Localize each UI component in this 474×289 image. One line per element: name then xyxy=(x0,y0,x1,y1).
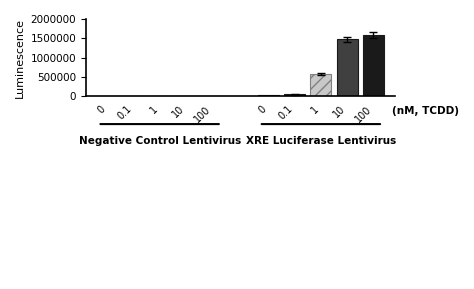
Bar xyxy=(337,40,358,96)
Bar xyxy=(310,74,331,96)
Bar xyxy=(258,95,279,96)
Text: Negative Control Lentivirus: Negative Control Lentivirus xyxy=(79,136,241,147)
Y-axis label: Luminescence: Luminescence xyxy=(15,18,25,98)
Bar xyxy=(284,94,305,96)
Bar xyxy=(363,35,384,96)
Text: XRE Luciferase Lentivirus: XRE Luciferase Lentivirus xyxy=(246,136,396,147)
Text: (nM, TCDD): (nM, TCDD) xyxy=(392,106,459,116)
